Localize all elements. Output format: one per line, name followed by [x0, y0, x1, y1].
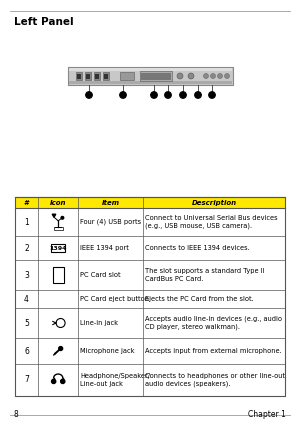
Circle shape	[59, 346, 63, 351]
Bar	[15, 236, 285, 260]
Bar	[77, 74, 81, 79]
Text: Icon: Icon	[50, 199, 66, 206]
Text: Ejects the PC Card from the slot.: Ejects the PC Card from the slot.	[145, 296, 254, 302]
Bar	[15, 290, 285, 308]
Text: Headphone/Speaker/
Line-out jack: Headphone/Speaker/ Line-out jack	[80, 373, 150, 387]
Text: PC Card eject button: PC Card eject button	[80, 296, 149, 302]
Circle shape	[52, 379, 56, 383]
Circle shape	[209, 92, 215, 98]
Circle shape	[151, 92, 157, 98]
Bar	[120, 72, 134, 80]
Bar	[15, 197, 285, 208]
Text: 3: 3	[24, 270, 29, 280]
Text: Left Panel: Left Panel	[14, 17, 74, 27]
Bar	[104, 74, 108, 79]
Bar	[85, 72, 91, 80]
Bar	[103, 72, 109, 80]
Circle shape	[211, 74, 215, 79]
Bar	[140, 71, 172, 81]
Circle shape	[120, 92, 126, 98]
Text: Chapter 1: Chapter 1	[248, 410, 286, 419]
Text: Description: Description	[192, 199, 237, 206]
Text: 1: 1	[24, 218, 29, 227]
Text: PC Card slot: PC Card slot	[80, 272, 121, 278]
Text: Four (4) USB ports: Four (4) USB ports	[80, 219, 142, 225]
Bar	[15, 338, 285, 364]
Circle shape	[188, 73, 194, 79]
Bar	[15, 308, 285, 338]
Bar	[95, 74, 99, 79]
Text: 8: 8	[14, 410, 19, 419]
Circle shape	[195, 92, 201, 98]
Text: IEEE 1394 port: IEEE 1394 port	[80, 245, 129, 251]
Polygon shape	[52, 214, 56, 217]
Text: Microphone jack: Microphone jack	[80, 348, 135, 354]
Circle shape	[61, 379, 65, 383]
Bar	[69, 81, 232, 84]
Text: Connects to headphones or other line-out
audio devices (speakers).: Connects to headphones or other line-out…	[145, 373, 285, 387]
Text: 6: 6	[24, 346, 29, 355]
Bar	[68, 67, 233, 85]
Bar	[53, 267, 64, 283]
Circle shape	[203, 74, 208, 79]
Bar	[54, 227, 63, 230]
Text: #: #	[24, 199, 29, 206]
Bar	[94, 72, 100, 80]
Text: 7: 7	[24, 376, 29, 385]
Text: 4: 4	[24, 295, 29, 303]
Bar	[15, 208, 285, 236]
Text: 5: 5	[24, 318, 29, 328]
Text: Item: Item	[102, 199, 120, 206]
Text: Connect to Universal Serial Bus devices
(e.g., USB mouse, USB camera).: Connect to Universal Serial Bus devices …	[145, 215, 278, 229]
Circle shape	[218, 74, 223, 79]
Bar	[15, 364, 285, 396]
Circle shape	[61, 216, 64, 219]
Bar	[69, 68, 232, 71]
Bar	[76, 72, 82, 80]
Circle shape	[224, 74, 230, 79]
Bar	[15, 260, 285, 290]
Circle shape	[86, 92, 92, 98]
Text: Accepts audio line-in devices (e.g., audio
CD player, stereo walkman).: Accepts audio line-in devices (e.g., aud…	[145, 316, 282, 330]
Bar	[141, 73, 171, 80]
Text: 2: 2	[24, 244, 29, 252]
Circle shape	[180, 92, 186, 98]
Text: Line-in jack: Line-in jack	[80, 320, 118, 326]
Text: Accepts input from external microphone.: Accepts input from external microphone.	[145, 348, 282, 354]
Text: The slot supports a standard Type II
CardBus PC Card.: The slot supports a standard Type II Car…	[145, 268, 265, 282]
Text: 1394: 1394	[50, 246, 67, 250]
Bar	[86, 74, 90, 79]
Bar	[61, 280, 64, 283]
Circle shape	[177, 73, 183, 79]
Bar	[51, 244, 65, 252]
Text: Connects to IEEE 1394 devices.: Connects to IEEE 1394 devices.	[145, 245, 250, 251]
Bar	[15, 197, 285, 396]
Circle shape	[165, 92, 171, 98]
